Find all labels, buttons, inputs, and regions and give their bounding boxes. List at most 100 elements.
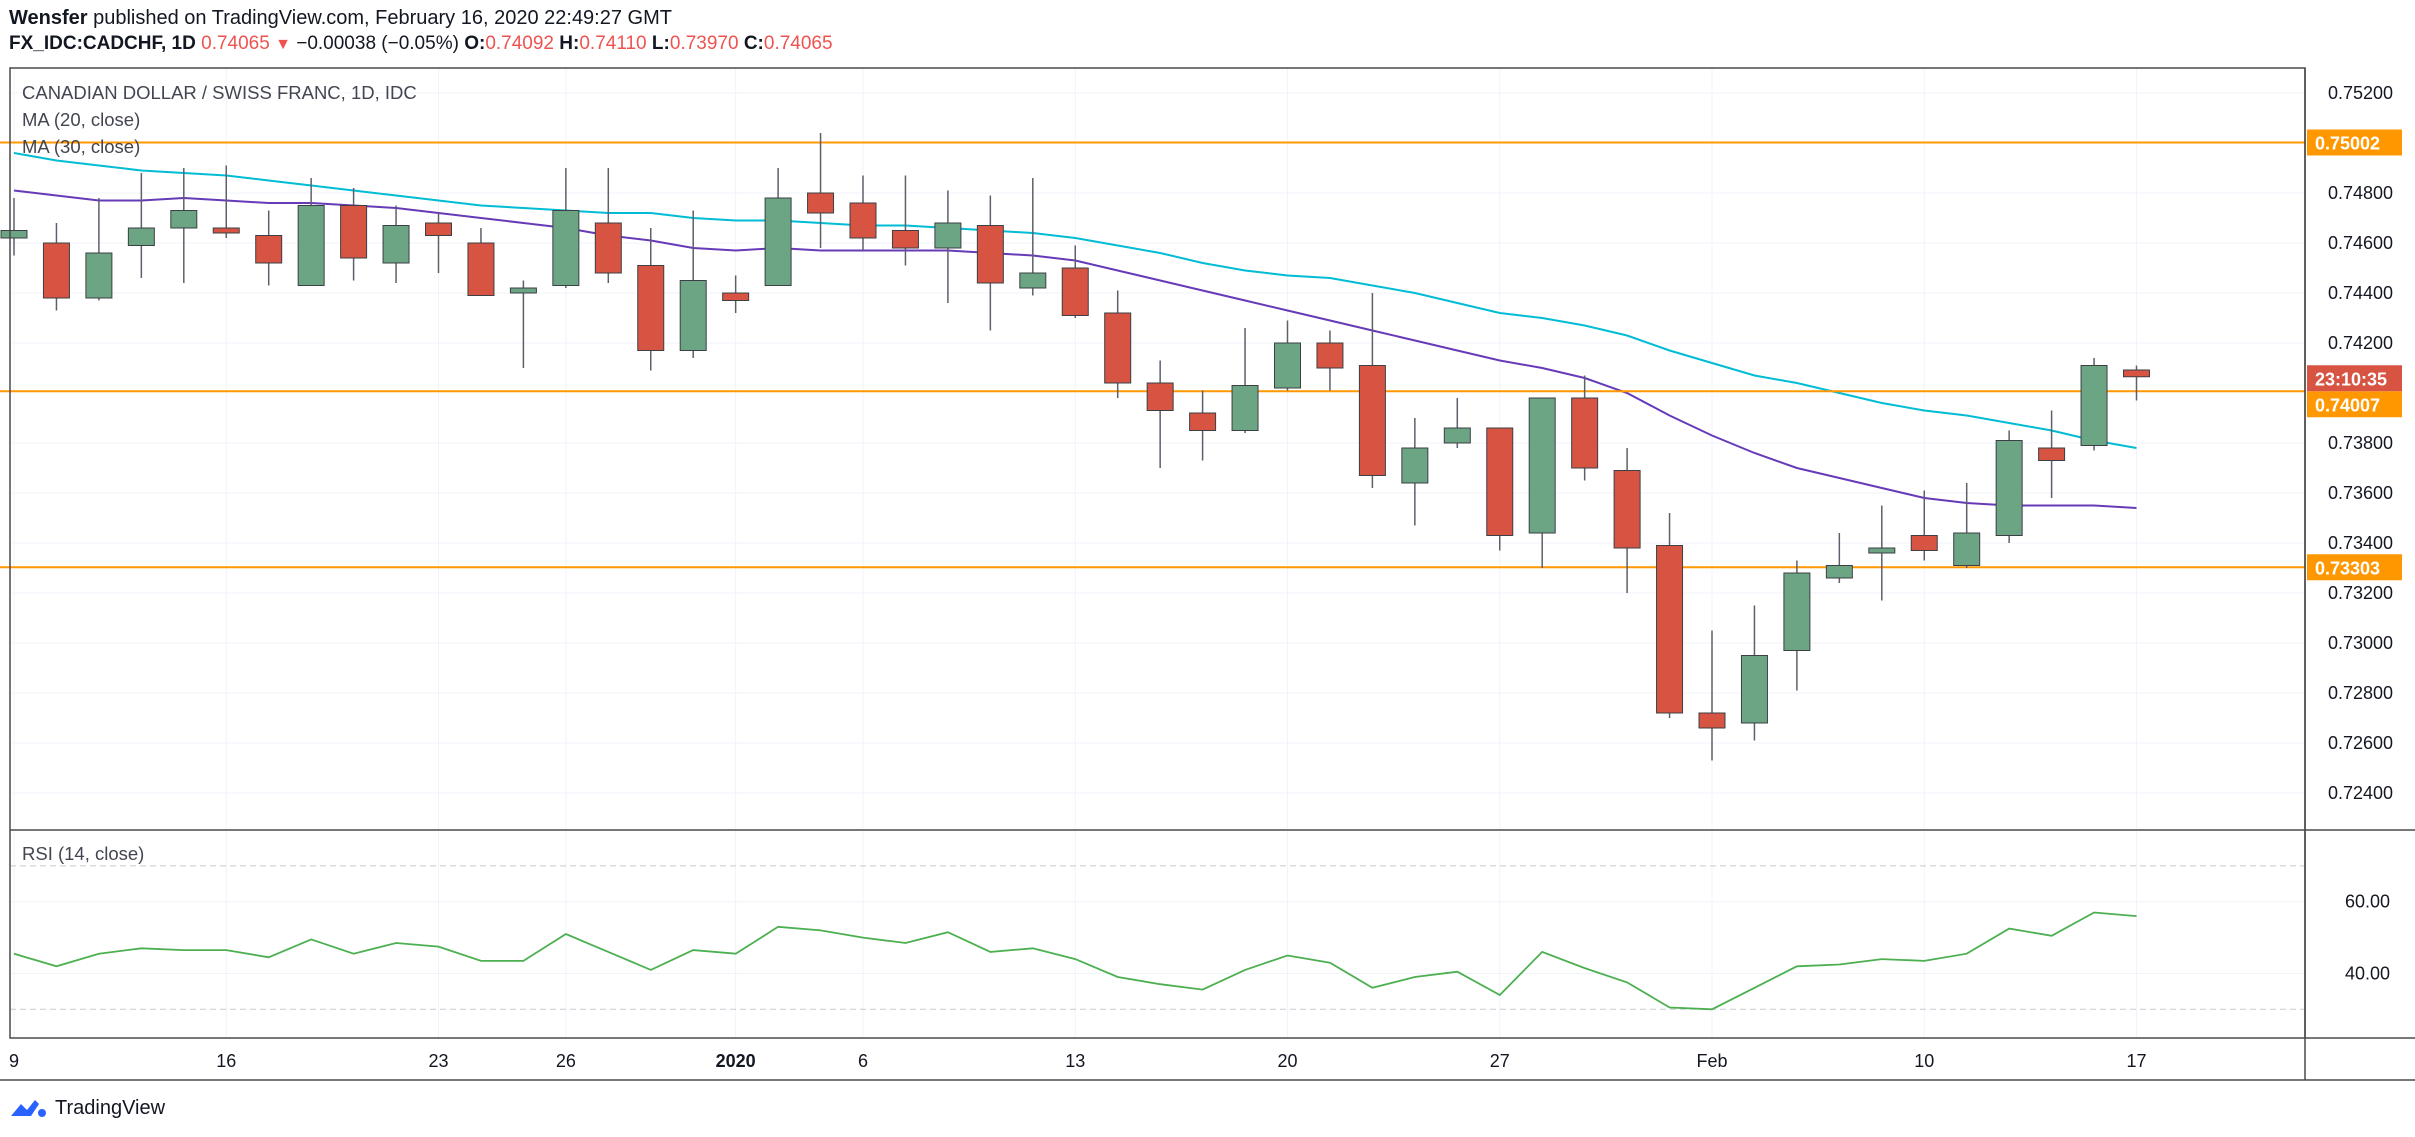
candle-down <box>1698 630 1726 761</box>
candle-down <box>212 165 240 238</box>
candle-body <box>127 227 155 246</box>
horizontal-level-badge: 0.73303 <box>2307 554 2402 581</box>
candle-body <box>1104 312 1132 384</box>
candle-up <box>1740 605 1768 741</box>
time-tick-label: 2020 <box>716 1051 756 1071</box>
candle-body <box>1019 272 1047 289</box>
chart-frame <box>0 67 2415 1081</box>
candle-up <box>170 168 198 283</box>
candle-up <box>0 198 28 256</box>
candle-up <box>509 280 537 368</box>
open-label: O: <box>464 33 486 54</box>
candle-body <box>1953 532 1981 566</box>
candle-body <box>934 222 962 249</box>
chart-canvas[interactable]: 0.75200 0.74800 0.74600 0.74400 0.74200 0.738… <box>0 0 2415 1090</box>
last-price: 0.74065 <box>201 33 270 54</box>
candle-body <box>764 197 792 286</box>
down-triangle-icon: ▼ <box>275 36 291 53</box>
time-tick-label: 20 <box>1277 1051 1297 1071</box>
candle-down <box>807 133 835 248</box>
rsi-tick-label: 40.00 <box>2345 963 2390 983</box>
candle-up <box>127 173 155 278</box>
price-change: −0.00038 (−0.05%) <box>296 33 459 54</box>
candle-down <box>891 175 919 266</box>
candle-body <box>340 205 368 259</box>
ma20-legend[interactable]: MA (20, close) <box>22 109 141 130</box>
horizontal-level-badge-label: 0.75002 <box>2315 134 2380 154</box>
time-tick-label: 16 <box>216 1051 236 1071</box>
candle-body <box>1443 427 1471 444</box>
candle-up <box>1231 328 1259 433</box>
price-tick-label: 0.73200 <box>2328 583 2393 603</box>
candle-down <box>42 223 70 311</box>
countdown-badge-bg <box>2307 365 2402 392</box>
candle-body <box>382 225 410 264</box>
candle-down <box>1146 360 1174 468</box>
rsi-line <box>13 911 2137 1011</box>
candle-up <box>1274 320 1301 391</box>
candle-down <box>594 168 622 283</box>
close-label: C: <box>743 33 764 54</box>
candle-up <box>1019 178 1047 296</box>
tradingview-logo-icon <box>11 1100 46 1117</box>
time-tick-label: 10 <box>1914 1051 1934 1071</box>
high-label: H: <box>559 33 580 54</box>
price-tick-label: 0.73000 <box>2328 633 2393 653</box>
candle-body <box>1231 385 1259 431</box>
candle-up <box>2080 358 2108 451</box>
candle-body <box>1825 565 1853 579</box>
candle-body <box>552 210 580 286</box>
candle-body <box>212 227 240 234</box>
candle-body <box>85 252 113 299</box>
price-axis[interactable]: 0.75200 0.74800 0.74600 0.74400 0.74200 0.738… <box>2307 83 2402 983</box>
candle-up <box>934 190 962 303</box>
price-tick-label: 0.74800 <box>2328 183 2393 203</box>
price-tick-label: 0.73600 <box>2328 483 2393 503</box>
tradingview-brand[interactable]: TradingView <box>55 1096 166 1119</box>
time-tick-label: 26 <box>556 1051 576 1071</box>
low-label: L: <box>651 33 670 54</box>
candle-body <box>2123 369 2150 378</box>
time-axis[interactable]: 9 16 23 26 2020 6 13 20 27 Feb 10 17 <box>9 1051 2147 1071</box>
candle-body <box>679 280 707 351</box>
rsi-pane <box>10 865 2305 1011</box>
candle-up <box>1953 483 1981 568</box>
rsi-legend[interactable]: RSI (14, close) <box>22 843 145 864</box>
candle-body <box>722 292 750 301</box>
candle-up <box>1868 505 1896 601</box>
candle-down <box>255 210 283 286</box>
candle-body <box>976 225 1004 284</box>
candle-body <box>467 242 495 296</box>
candle-up <box>552 168 580 288</box>
candle-up <box>85 198 113 301</box>
candle-down <box>1189 390 1217 461</box>
horizontal-level-badge-label: 0.74007 <box>2315 395 2380 415</box>
time-tick-label: 6 <box>858 1051 868 1071</box>
low-value: 0.73970 <box>669 33 739 54</box>
ma30-legend[interactable]: MA (30, close) <box>22 136 141 157</box>
countdown-badge-label: 23:10:35 <box>2315 369 2387 389</box>
symbol-info: FX_IDC:CADCHF, 1D 0.74065 ▼ −0.00038 (−0… <box>9 33 833 55</box>
chart-title-legend: CANADIAN DOLLAR / SWISS FRANC, 1D, IDC <box>22 82 417 103</box>
candle-body <box>1146 382 1174 411</box>
author-name[interactable]: Wensfer <box>9 7 88 29</box>
candle-body <box>1783 572 1811 651</box>
candle-down <box>1486 427 1514 551</box>
horizontal-level-badge: 0.75002 <box>2307 129 2402 156</box>
countdown-badge: 23:10:35 <box>2307 365 2402 392</box>
candle-body <box>2038 447 2066 461</box>
candle-body <box>2080 365 2108 446</box>
time-tick-label: 27 <box>1490 1051 1510 1071</box>
candle-body <box>1189 412 1217 431</box>
candle-down <box>1316 330 1344 391</box>
candlesticks <box>0 133 2150 761</box>
candle-body <box>594 222 622 274</box>
candle-up <box>382 205 410 283</box>
candle-up <box>297 178 325 286</box>
candle-body <box>255 235 283 264</box>
candle-down <box>1910 490 1938 561</box>
chart-header: Wensfer published on TradingView.com, Fe… <box>0 0 2415 66</box>
candle-body <box>891 230 919 249</box>
close-value: 0.74065 <box>763 33 833 54</box>
candle-down <box>1571 375 1599 481</box>
